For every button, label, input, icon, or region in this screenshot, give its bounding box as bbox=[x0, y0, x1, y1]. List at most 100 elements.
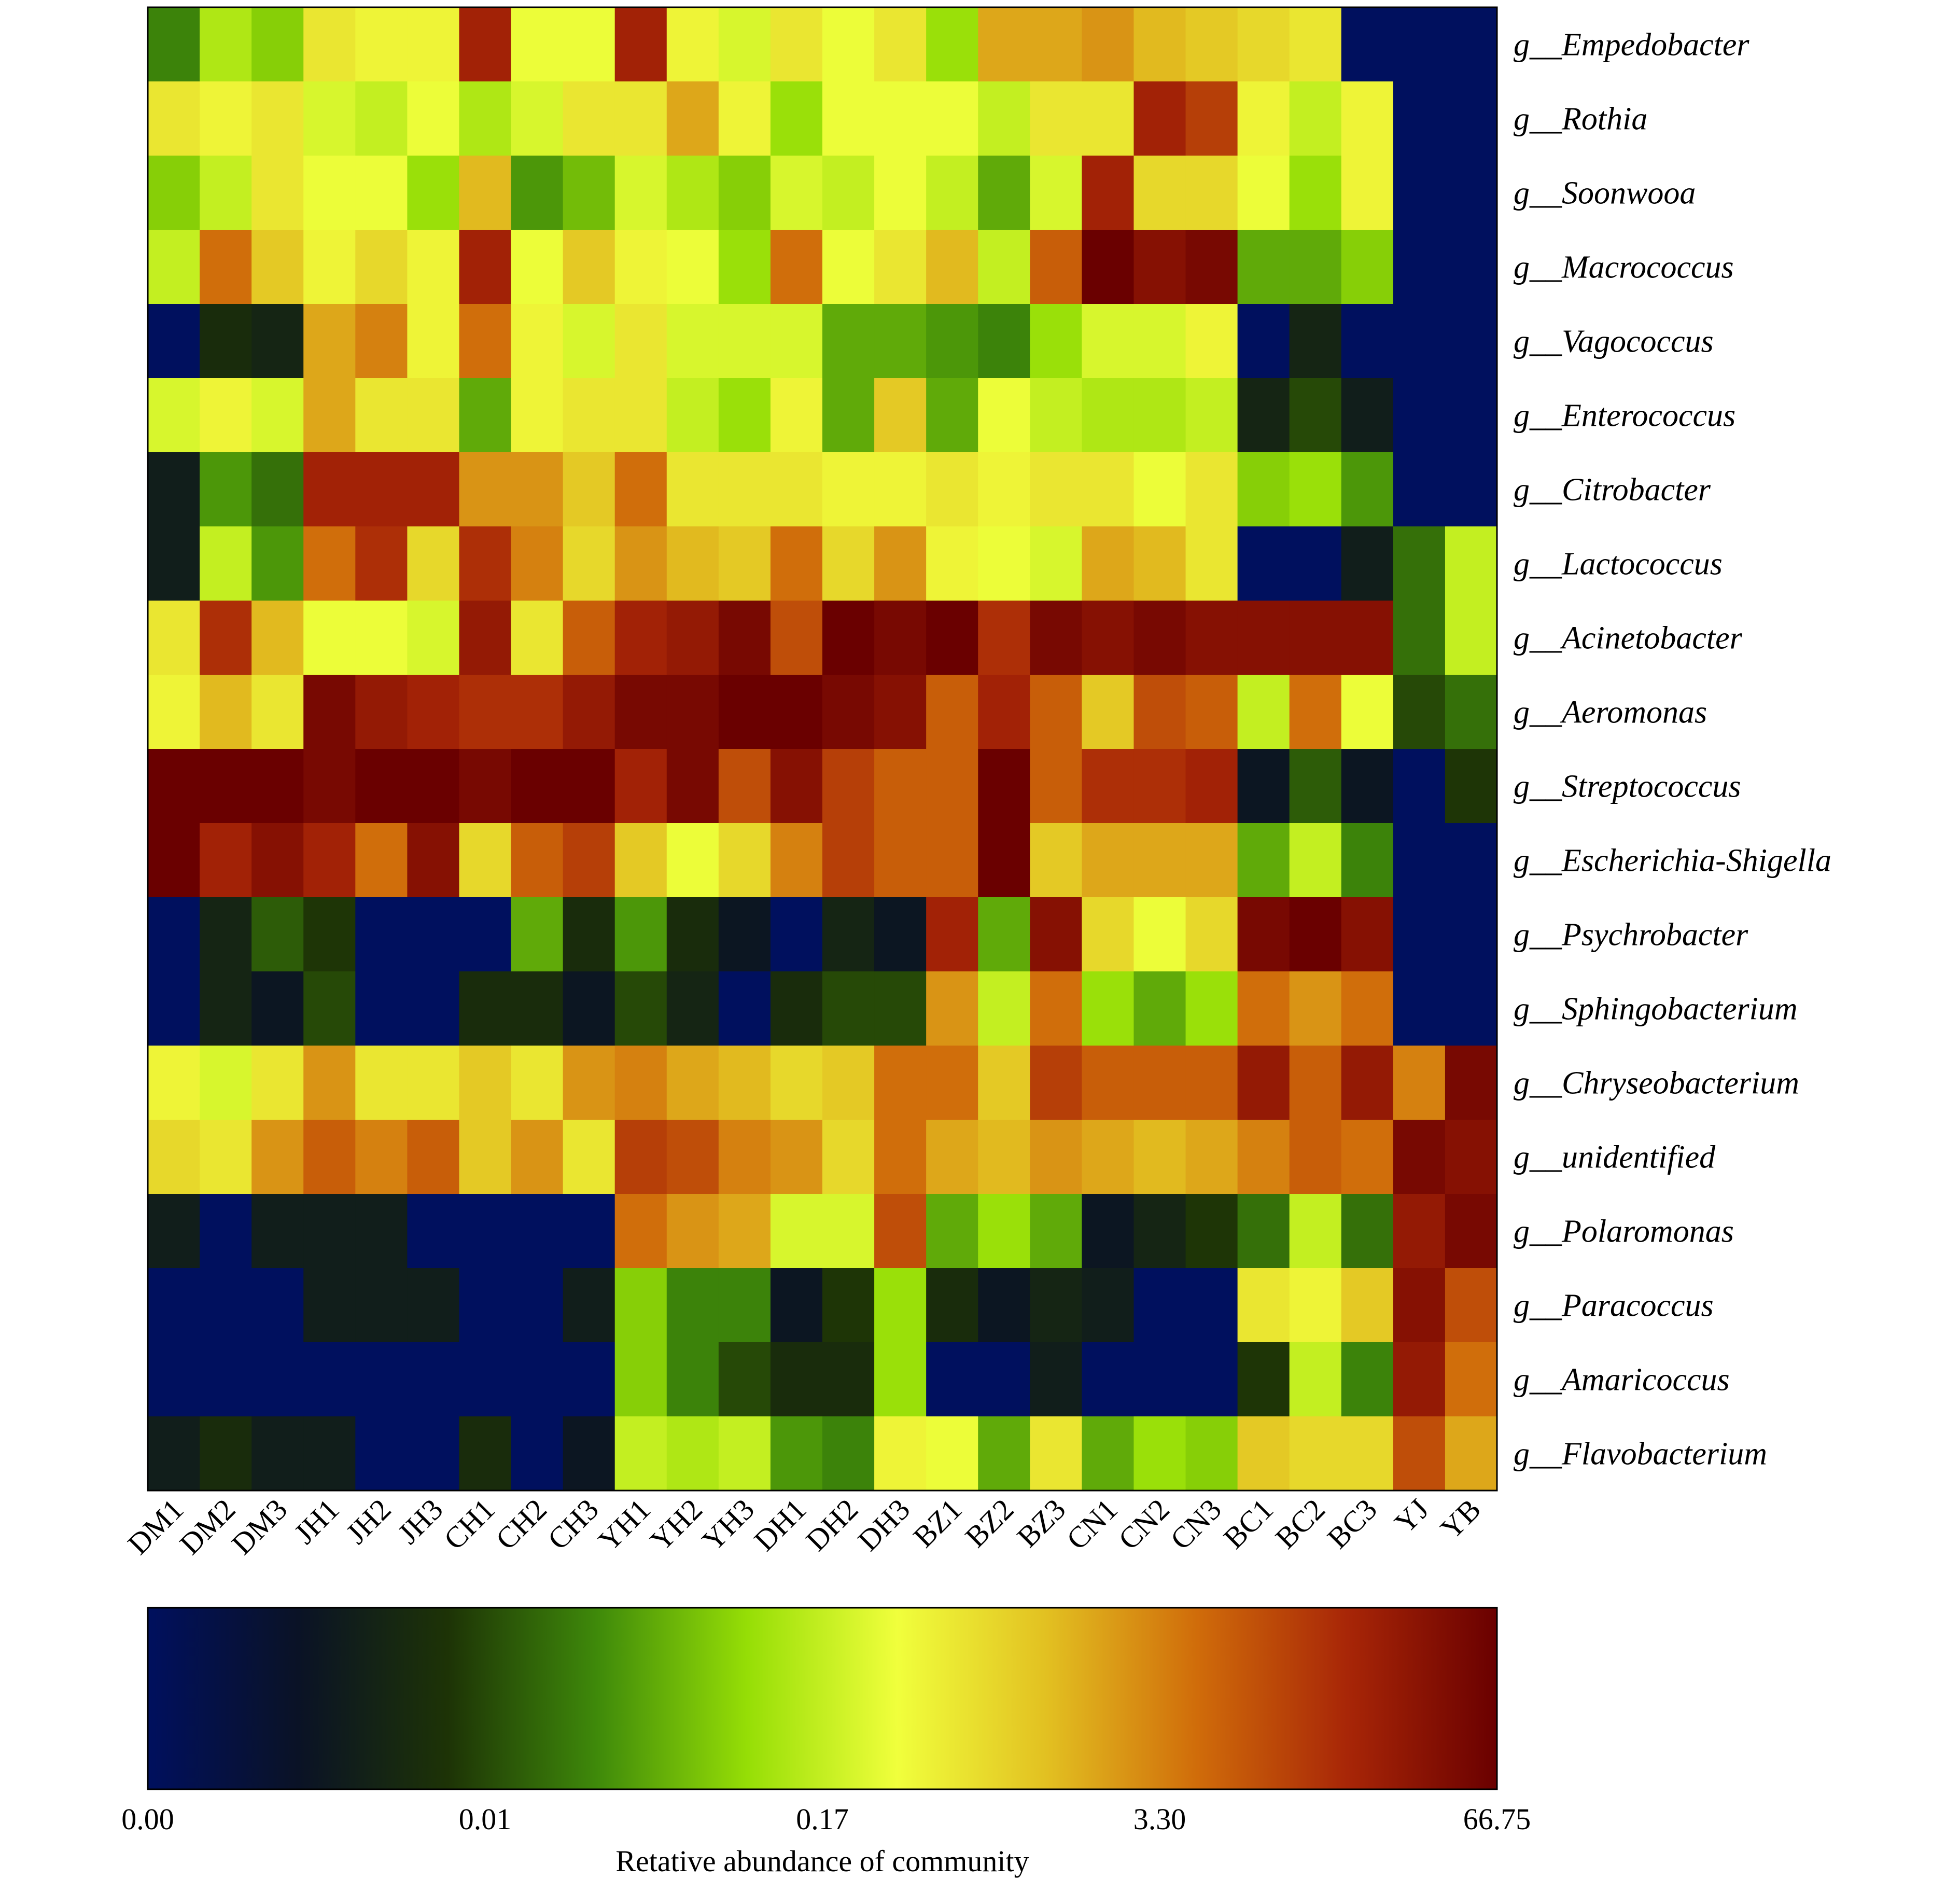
heatmap-cell bbox=[1185, 1046, 1238, 1120]
heatmap-cell bbox=[1237, 897, 1290, 972]
heatmap-cell bbox=[1289, 1120, 1342, 1194]
row-label: g__Chryseobacterium bbox=[1514, 1066, 1799, 1101]
heatmap-cell bbox=[1289, 7, 1342, 82]
heatmap-cell bbox=[874, 971, 927, 1046]
heatmap-cell bbox=[1030, 230, 1082, 304]
heatmap-cell bbox=[874, 1120, 927, 1194]
row-label: g__Vagococcus bbox=[1514, 324, 1714, 359]
heatmap-cell bbox=[926, 156, 978, 230]
heatmap-cell bbox=[978, 304, 1030, 379]
heatmap-cell bbox=[251, 823, 304, 898]
heatmap-cell bbox=[1082, 971, 1135, 1046]
heatmap-cell bbox=[1030, 81, 1082, 156]
heatmap-cell bbox=[1030, 1194, 1082, 1269]
heatmap-cell bbox=[666, 601, 719, 675]
row-label: g__Amaricoccus bbox=[1514, 1362, 1730, 1398]
heatmap-cell bbox=[1393, 823, 1446, 898]
heatmap-cell bbox=[926, 823, 978, 898]
heatmap-cell bbox=[251, 1120, 304, 1194]
heatmap-cell bbox=[1133, 749, 1186, 824]
heatmap-cell bbox=[511, 452, 564, 527]
heatmap-cell bbox=[511, 1342, 564, 1417]
heatmap-cell bbox=[718, 675, 771, 749]
colorbar-gradient bbox=[147, 1607, 1498, 1790]
heatmap-cell bbox=[874, 897, 927, 972]
heatmap-cell bbox=[303, 1416, 356, 1491]
heatmap-cell bbox=[407, 304, 460, 379]
heatmap-cell bbox=[1082, 897, 1135, 972]
heatmap-cell bbox=[1030, 971, 1082, 1046]
heatmap-cell bbox=[1030, 526, 1082, 601]
heatmap-cell bbox=[511, 1046, 564, 1120]
row-label: g__Escherichia-Shigella bbox=[1514, 843, 1831, 879]
heatmap-cell bbox=[1237, 156, 1290, 230]
heatmap-cell bbox=[1445, 7, 1497, 82]
heatmap-cell bbox=[148, 1120, 200, 1194]
heatmap-cell bbox=[718, 1046, 771, 1120]
heatmap-cell bbox=[1185, 823, 1238, 898]
column-label: CH2 bbox=[489, 1492, 553, 1556]
heatmap-cell bbox=[770, 7, 823, 82]
heatmap-cell bbox=[1445, 81, 1497, 156]
heatmap-cell bbox=[1445, 452, 1497, 527]
heatmap-cell bbox=[251, 452, 304, 527]
heatmap-cell bbox=[666, 7, 719, 82]
heatmap-cell bbox=[1082, 1120, 1135, 1194]
heatmap-cell bbox=[148, 526, 200, 601]
heatmap-cell bbox=[459, 1194, 512, 1269]
heatmap-cell bbox=[1289, 81, 1342, 156]
heatmap-cell bbox=[718, 823, 771, 898]
heatmap-cell bbox=[1237, 675, 1290, 749]
heatmap-cell bbox=[303, 378, 356, 453]
heatmap-cell bbox=[1445, 1416, 1497, 1491]
heatmap-cell bbox=[770, 452, 823, 527]
heatmap-cell bbox=[874, 1268, 927, 1343]
row-label: g__Polaromonas bbox=[1514, 1214, 1734, 1249]
row-label: g__Acinetobacter bbox=[1514, 621, 1743, 656]
heatmap-cell bbox=[251, 230, 304, 304]
heatmap-cell bbox=[303, 897, 356, 972]
column-label: YJ bbox=[1388, 1492, 1436, 1540]
heatmap-cell bbox=[1341, 304, 1394, 379]
heatmap-cell bbox=[1030, 378, 1082, 453]
row-label: g__Streptococcus bbox=[1514, 769, 1741, 804]
heatmap-cell bbox=[614, 1194, 667, 1269]
heatmap-cell bbox=[614, 675, 667, 749]
heatmap-cell bbox=[200, 601, 252, 675]
colorbar-tick-labels: 0.00 0.01 0.17 3.30 66.75 bbox=[121, 1802, 1531, 1836]
row-label: g__Aeromonas bbox=[1514, 695, 1707, 730]
heatmap-cell bbox=[355, 601, 408, 675]
heatmap-cell bbox=[1030, 452, 1082, 527]
heatmap-cell bbox=[200, 81, 252, 156]
heatmap-cell bbox=[1082, 749, 1135, 824]
heatmap-cell bbox=[1341, 971, 1394, 1046]
heatmap-cell bbox=[511, 897, 564, 972]
heatmap-cell bbox=[200, 675, 252, 749]
heatmap-cell bbox=[1133, 452, 1186, 527]
heatmap-cell bbox=[1030, 1268, 1082, 1343]
heatmap-cell bbox=[666, 81, 719, 156]
heatmap-cell bbox=[1445, 156, 1497, 230]
heatmap-cell bbox=[407, 1046, 460, 1120]
heatmap-cell bbox=[666, 304, 719, 379]
row-label: g__Paracoccus bbox=[1514, 1288, 1714, 1324]
heatmap-cell bbox=[614, 1268, 667, 1343]
row-label: g__Macrococcus bbox=[1514, 250, 1734, 285]
heatmap-cell bbox=[770, 230, 823, 304]
column-label: JH1 bbox=[287, 1492, 345, 1550]
heatmap-cell bbox=[459, 601, 512, 675]
heatmap-cell bbox=[407, 971, 460, 1046]
heatmap-cell bbox=[1289, 526, 1342, 601]
heatmap-cell bbox=[614, 156, 667, 230]
heatmap-cell bbox=[666, 1268, 719, 1343]
heatmap-cell bbox=[718, 81, 771, 156]
column-label: CN1 bbox=[1060, 1492, 1124, 1556]
heatmap-cell bbox=[1393, 526, 1446, 601]
row-label: g__Psychrobacter bbox=[1514, 917, 1748, 953]
heatmap-cell bbox=[407, 749, 460, 824]
heatmap-cell bbox=[459, 452, 512, 527]
heatmap-cell bbox=[978, 1268, 1030, 1343]
colorbar: 0.00 0.01 0.17 3.30 66.75 Retative abundance… bbox=[121, 1607, 1531, 1878]
heatmap-cell bbox=[1133, 675, 1186, 749]
heatmap-cell bbox=[251, 1046, 304, 1120]
